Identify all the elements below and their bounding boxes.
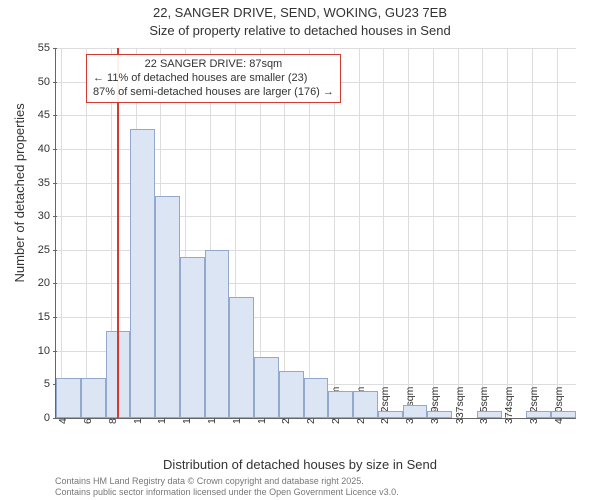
histogram-bar — [353, 391, 378, 418]
histogram-bar — [551, 411, 576, 418]
gridline-h — [56, 115, 576, 116]
histogram-bar — [279, 371, 304, 418]
gridline-v — [284, 48, 285, 418]
x-axis-label: Distribution of detached houses by size … — [0, 457, 600, 472]
plot-area: 051015202530354045505545sqm63sqm82sqm100… — [55, 48, 576, 419]
y-axis-label: Number of detached properties — [12, 103, 27, 282]
gridline-v — [383, 48, 384, 418]
y-tick-label: 5 — [44, 378, 56, 390]
gridline-v — [408, 48, 409, 418]
annotation-box: 22 SANGER DRIVE: 87sqm ← 11% of detached… — [86, 54, 341, 103]
gridline-v — [309, 48, 310, 418]
gridline-v — [482, 48, 483, 418]
chart-title: 22, SANGER DRIVE, SEND, WOKING, GU23 7EB… — [0, 0, 600, 39]
credits: Contains HM Land Registry data © Crown c… — [55, 476, 399, 499]
credits-line-2: Contains public sector information licen… — [55, 487, 399, 498]
x-tick-label: 410sqm — [553, 387, 565, 424]
gridline-h — [56, 48, 576, 49]
y-tick-label: 55 — [38, 42, 56, 54]
gridline-v — [334, 48, 335, 418]
histogram-bar — [477, 411, 502, 418]
x-tick-label: 392sqm — [528, 387, 540, 424]
gridline-v — [557, 48, 558, 418]
y-tick-label: 50 — [38, 76, 56, 88]
gridline-v — [86, 48, 87, 418]
title-line-1: 22, SANGER DRIVE, SEND, WOKING, GU23 7EB — [0, 4, 600, 22]
y-tick-label: 10 — [38, 345, 56, 357]
gridline-v — [359, 48, 360, 418]
y-tick-label: 40 — [38, 143, 56, 155]
gridline-v — [433, 48, 434, 418]
annotation-line-2: ← 11% of detached houses are smaller (23… — [93, 72, 334, 86]
histogram-bar — [205, 250, 230, 418]
y-tick-label: 35 — [38, 177, 56, 189]
title-line-2: Size of property relative to detached ho… — [0, 22, 600, 40]
histogram-bar — [81, 378, 106, 418]
gridline-v — [507, 48, 508, 418]
reference-line — [117, 48, 119, 418]
annotation-line-3: 87% of semi-detached houses are larger (… — [93, 86, 334, 100]
histogram-bar — [378, 411, 403, 418]
x-tick-label: 374sqm — [503, 387, 515, 424]
x-tick-label: 319sqm — [429, 387, 441, 424]
y-tick-label: 30 — [38, 210, 56, 222]
y-tick-label: 0 — [44, 412, 56, 424]
y-tick-label: 15 — [38, 311, 56, 323]
gridline-v — [61, 48, 62, 418]
histogram-bar — [155, 196, 180, 418]
histogram-bar — [304, 378, 329, 418]
histogram-bar — [56, 378, 81, 418]
histogram-bar — [526, 411, 551, 418]
y-tick-label: 25 — [38, 244, 56, 256]
x-tick-label: 337sqm — [454, 387, 466, 424]
histogram-bar — [403, 405, 428, 418]
chart-container: 22, SANGER DRIVE, SEND, WOKING, GU23 7EB… — [0, 0, 600, 500]
histogram-bar — [254, 357, 279, 418]
histogram-bar — [427, 411, 452, 418]
gridline-v — [532, 48, 533, 418]
annotation-line-1: 22 SANGER DRIVE: 87sqm — [93, 58, 334, 72]
credits-line-1: Contains HM Land Registry data © Crown c… — [55, 476, 399, 487]
histogram-bar — [229, 297, 254, 418]
histogram-bar — [130, 129, 155, 418]
x-tick-label: 282sqm — [379, 387, 391, 424]
gridline-v — [458, 48, 459, 418]
histogram-bar — [180, 257, 205, 418]
histogram-bar — [328, 391, 353, 418]
y-tick-label: 45 — [38, 109, 56, 121]
x-tick-label: 355sqm — [478, 387, 490, 424]
y-tick-label: 20 — [38, 277, 56, 289]
